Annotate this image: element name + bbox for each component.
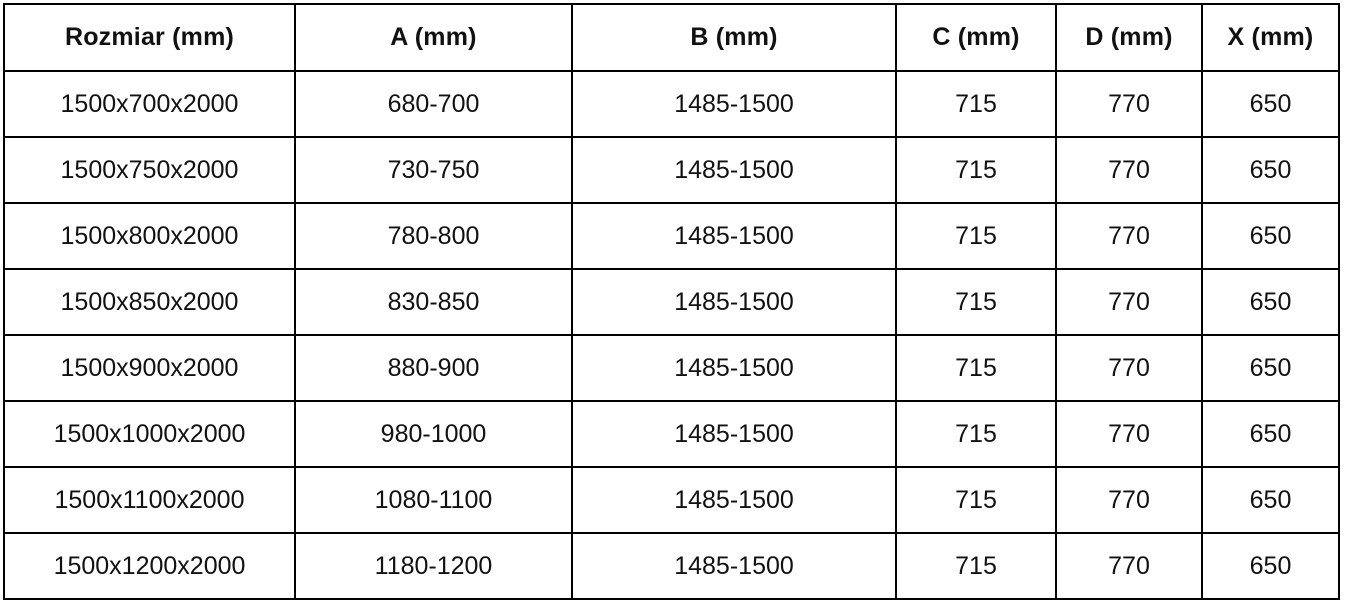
table-row: 1500x1100x2000 1080-1100 1485-1500 715 7… xyxy=(3,466,1340,534)
cell-b: 1485-1500 xyxy=(571,334,897,402)
table-row: 1500x1000x2000 980-1000 1485-1500 715 77… xyxy=(3,400,1340,468)
cell-rozmiar: 1500x700x2000 xyxy=(3,70,296,138)
cell-d: 770 xyxy=(1055,466,1203,534)
cell-b: 1485-1500 xyxy=(571,70,897,138)
cell-c: 715 xyxy=(895,70,1057,138)
cell-d: 770 xyxy=(1055,532,1203,600)
cell-a: 830-850 xyxy=(294,268,573,336)
cell-b: 1485-1500 xyxy=(571,268,897,336)
cell-rozmiar: 1500x850x2000 xyxy=(3,268,296,336)
column-header-d: D (mm) xyxy=(1055,3,1203,72)
cell-b: 1485-1500 xyxy=(571,136,897,204)
cell-x: 650 xyxy=(1201,70,1340,138)
cell-x: 650 xyxy=(1201,268,1340,336)
cell-x: 650 xyxy=(1201,532,1340,600)
cell-rozmiar: 1500x900x2000 xyxy=(3,334,296,402)
table-body: 1500x700x2000 680-700 1485-1500 715 770 … xyxy=(3,70,1340,600)
cell-c: 715 xyxy=(895,202,1057,270)
column-header-b: B (mm) xyxy=(571,3,897,72)
cell-c: 715 xyxy=(895,334,1057,402)
cell-a: 980-1000 xyxy=(294,400,573,468)
cell-x: 650 xyxy=(1201,400,1340,468)
table-header-row: Rozmiar (mm) A (mm) B (mm) C (mm) D (mm)… xyxy=(3,3,1340,72)
table-row: 1500x800x2000 780-800 1485-1500 715 770 … xyxy=(3,202,1340,270)
cell-a: 1180-1200 xyxy=(294,532,573,600)
table-row: 1500x900x2000 880-900 1485-1500 715 770 … xyxy=(3,334,1340,402)
cell-a: 730-750 xyxy=(294,136,573,204)
table-header: Rozmiar (mm) A (mm) B (mm) C (mm) D (mm)… xyxy=(3,3,1340,72)
cell-b: 1485-1500 xyxy=(571,202,897,270)
cell-c: 715 xyxy=(895,400,1057,468)
cell-b: 1485-1500 xyxy=(571,400,897,468)
cell-c: 715 xyxy=(895,136,1057,204)
dimension-table-sheet: Rozmiar (mm) A (mm) B (mm) C (mm) D (mm)… xyxy=(3,3,1340,600)
cell-c: 715 xyxy=(895,532,1057,600)
cell-d: 770 xyxy=(1055,202,1203,270)
cell-x: 650 xyxy=(1201,334,1340,402)
cell-d: 770 xyxy=(1055,334,1203,402)
table-row: 1500x1200x2000 1180-1200 1485-1500 715 7… xyxy=(3,532,1340,600)
cell-rozmiar: 1500x1000x2000 xyxy=(3,400,296,468)
cell-a: 880-900 xyxy=(294,334,573,402)
cell-rozmiar: 1500x1200x2000 xyxy=(3,532,296,600)
cell-rozmiar: 1500x1100x2000 xyxy=(3,466,296,534)
cell-x: 650 xyxy=(1201,136,1340,204)
cell-d: 770 xyxy=(1055,268,1203,336)
table-row: 1500x850x2000 830-850 1485-1500 715 770 … xyxy=(3,268,1340,336)
column-header-rozmiar: Rozmiar (mm) xyxy=(3,3,296,72)
cell-b: 1485-1500 xyxy=(571,466,897,534)
cell-rozmiar: 1500x800x2000 xyxy=(3,202,296,270)
column-header-c: C (mm) xyxy=(895,3,1057,72)
cell-x: 650 xyxy=(1201,466,1340,534)
cell-d: 770 xyxy=(1055,400,1203,468)
cell-b: 1485-1500 xyxy=(571,532,897,600)
cell-d: 770 xyxy=(1055,136,1203,204)
column-header-x: X (mm) xyxy=(1201,3,1340,72)
cell-d: 770 xyxy=(1055,70,1203,138)
column-header-a: A (mm) xyxy=(294,3,573,72)
cell-c: 715 xyxy=(895,268,1057,336)
dimension-table: Rozmiar (mm) A (mm) B (mm) C (mm) D (mm)… xyxy=(3,3,1340,600)
cell-rozmiar: 1500x750x2000 xyxy=(3,136,296,204)
cell-c: 715 xyxy=(895,466,1057,534)
cell-a: 780-800 xyxy=(294,202,573,270)
cell-a: 680-700 xyxy=(294,70,573,138)
cell-x: 650 xyxy=(1201,202,1340,270)
table-row: 1500x700x2000 680-700 1485-1500 715 770 … xyxy=(3,70,1340,138)
table-row: 1500x750x2000 730-750 1485-1500 715 770 … xyxy=(3,136,1340,204)
cell-a: 1080-1100 xyxy=(294,466,573,534)
